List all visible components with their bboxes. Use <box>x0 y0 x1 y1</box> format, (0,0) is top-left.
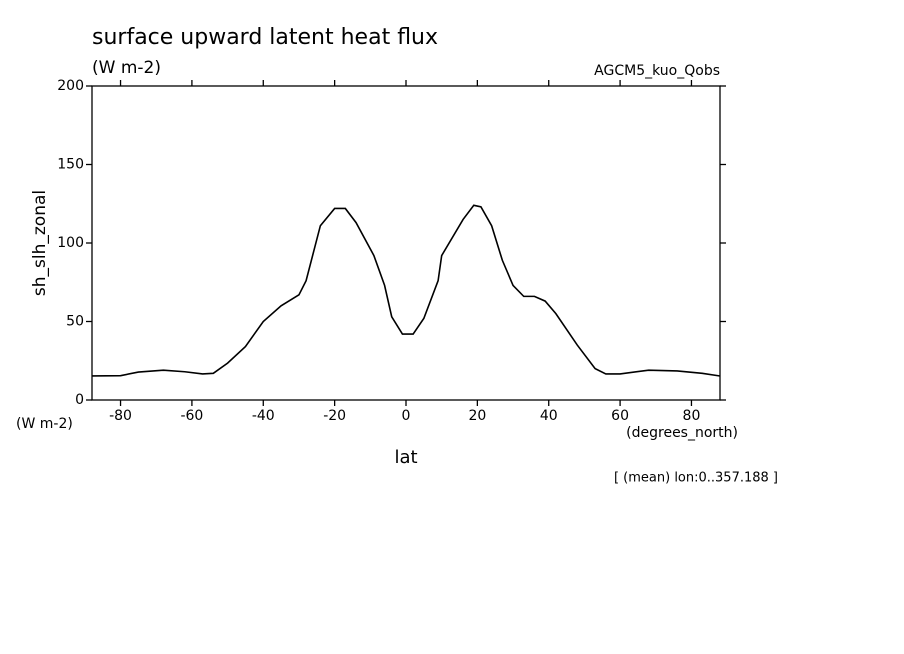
dataset-label: AGCM5_kuo_Qobs <box>594 63 720 79</box>
x-axis-label: lat <box>394 447 417 468</box>
x-tick-label: -40 <box>252 408 275 424</box>
plot-frame <box>91 85 721 401</box>
y-tick-label: 150 <box>57 157 84 173</box>
x-tick-label: 40 <box>540 408 558 424</box>
y-tick-label: 200 <box>57 78 84 94</box>
x-tick-label: 80 <box>683 408 701 424</box>
x-tick-label: -60 <box>180 408 203 424</box>
y-axis-label: sh_slh_zonal <box>30 190 50 296</box>
y-units: (W m-2) <box>16 416 73 432</box>
y-tick-label: 0 <box>75 392 84 408</box>
x-tick-label: 20 <box>468 408 486 424</box>
y-tick-label: 100 <box>57 235 84 251</box>
x-tick-label: 60 <box>611 408 629 424</box>
chart-title: surface upward latent heat flux <box>92 25 438 50</box>
x-tick-label: -20 <box>323 408 346 424</box>
x-tick-label: 0 <box>402 408 411 424</box>
x-units: (degrees_north) <box>626 425 738 441</box>
chart-subtitle: (W m-2) <box>92 58 161 78</box>
x-tick-label: -80 <box>109 408 132 424</box>
data-line <box>91 204 721 377</box>
note: [ (mean) lon:0..357.188 ] <box>614 471 778 486</box>
y-tick-label: 50 <box>66 314 84 330</box>
